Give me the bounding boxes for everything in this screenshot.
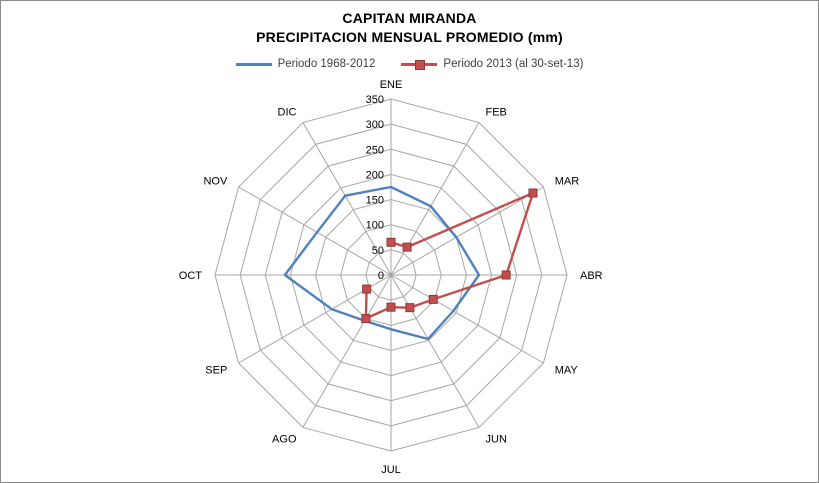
data-point-marker — [386, 302, 396, 312]
legend-item-periodo-2013[interactable]: Periodo 2013 (al 30-set-13) — [401, 58, 583, 70]
category-label: NOV — [203, 176, 228, 188]
legend-line-swatch-blue — [235, 62, 272, 66]
data-point-marker — [361, 314, 371, 324]
legend-line-swatch-red — [401, 59, 438, 70]
chart-legend: Periodo 1968-2012 Periodo 2013 (al 30-se… — [1, 55, 818, 73]
data-point-marker — [501, 270, 511, 280]
data-point-marker — [428, 294, 438, 304]
grid-spoke — [390, 186, 544, 276]
radial-tick-label: 250 — [366, 144, 384, 156]
data-point-marker — [405, 303, 415, 313]
legend-label-periodo-2013: Periodo 2013 (al 30-set-13) — [443, 58, 584, 70]
radial-tick-label: 350 — [366, 94, 384, 106]
category-label: JUN — [486, 434, 507, 446]
category-label: MAR — [555, 176, 580, 188]
legend-item-periodo-1968-2012[interactable]: Periodo 1968-2012 — [235, 58, 376, 70]
category-label: ABR — [580, 270, 603, 282]
category-label: FEB — [486, 106, 507, 118]
grid-spoke — [302, 274, 392, 428]
grid-spoke — [390, 274, 480, 428]
radial-tick-label: 50 — [372, 245, 384, 257]
category-label: AGO — [272, 434, 297, 446]
data-point-marker — [402, 242, 412, 252]
chart-title: CAPITAN MIRANDA — [342, 10, 477, 26]
data-point-marker — [386, 237, 396, 247]
category-label: ENE — [380, 79, 403, 91]
category-label: DIC — [278, 106, 297, 118]
data-point-marker — [528, 188, 538, 198]
chart-subtitle: PRECIPITACION MENSUAL PROMEDIO (mm) — [256, 29, 563, 45]
category-label: MAY — [555, 365, 579, 377]
radial-tick-label: 150 — [366, 195, 384, 207]
legend-square-marker-icon — [415, 59, 426, 70]
grid-spoke — [238, 186, 392, 276]
grid-spoke — [302, 122, 392, 276]
grid-spoke — [390, 274, 544, 364]
radial-tick-label: 0 — [378, 270, 384, 282]
data-point-marker — [362, 284, 372, 294]
category-label: OCT — [179, 270, 203, 282]
category-label: JUL — [381, 464, 401, 476]
radial-tick-label: 100 — [366, 220, 384, 232]
series-line-0 — [283, 185, 481, 341]
radial-tick-label: 300 — [366, 119, 384, 131]
radial-tick-label: 200 — [366, 169, 384, 181]
category-label: SEP — [205, 365, 227, 377]
legend-label-periodo-1968-2012: Periodo 1968-2012 — [277, 58, 376, 70]
